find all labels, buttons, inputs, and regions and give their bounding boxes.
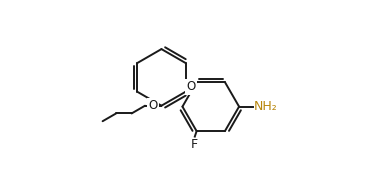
Text: F: F (191, 138, 198, 151)
Text: O: O (149, 99, 158, 112)
Text: NH₂: NH₂ (254, 100, 278, 113)
Text: O: O (187, 80, 196, 93)
